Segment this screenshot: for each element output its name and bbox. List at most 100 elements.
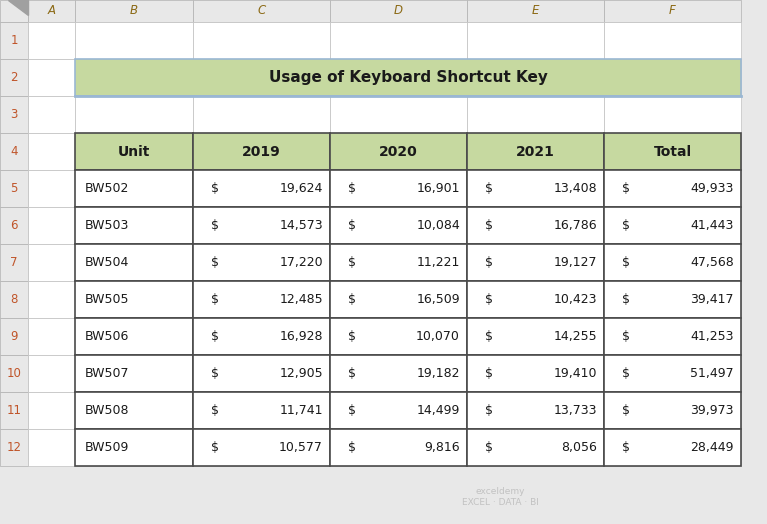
Text: 13,408: 13,408 [553, 182, 597, 195]
Text: $: $ [622, 219, 630, 232]
Text: BW507: BW507 [85, 367, 130, 380]
Bar [28, 170, 75, 207]
Text: 9: 9 [10, 330, 18, 343]
Text: 2019: 2019 [242, 145, 281, 158]
Bar [330, 281, 467, 318]
Bar [467, 355, 604, 392]
Bar [28, 0, 75, 22]
Bar [0, 133, 28, 170]
Bar [193, 281, 330, 318]
Bar [0, 207, 28, 244]
Text: exceldemy
EXCEL · DATA · BI: exceldemy EXCEL · DATA · BI [462, 487, 538, 507]
Bar [193, 355, 330, 392]
Bar [330, 318, 467, 355]
Text: $: $ [347, 441, 356, 454]
Bar [193, 244, 330, 281]
Bar [75, 0, 193, 22]
Text: 8: 8 [10, 293, 18, 306]
Text: 11,741: 11,741 [279, 404, 323, 417]
Text: 3: 3 [10, 108, 18, 121]
Bar [467, 207, 604, 244]
Bar [75, 281, 193, 318]
Text: $: $ [485, 293, 493, 306]
Text: $: $ [211, 219, 219, 232]
Bar [193, 281, 330, 318]
Text: 9,816: 9,816 [424, 441, 460, 454]
Bar [0, 22, 28, 59]
Bar [0, 318, 28, 355]
Bar [467, 207, 604, 244]
Text: $: $ [211, 293, 219, 306]
Bar [467, 281, 604, 318]
Text: 17,220: 17,220 [279, 256, 323, 269]
Text: 1: 1 [10, 34, 18, 47]
Bar [75, 244, 193, 281]
Bar [330, 0, 467, 22]
Text: $: $ [347, 330, 356, 343]
Text: $: $ [485, 182, 493, 195]
Text: 49,933: 49,933 [690, 182, 734, 195]
Text: 19,410: 19,410 [554, 367, 597, 380]
Bar [0, 170, 28, 207]
Text: 19,182: 19,182 [416, 367, 460, 380]
Bar [330, 59, 467, 96]
Bar [604, 133, 741, 170]
Bar [75, 244, 193, 281]
Bar [467, 170, 604, 207]
Bar [193, 170, 330, 207]
Bar [75, 207, 193, 244]
Bar [467, 318, 604, 355]
Bar [75, 207, 193, 244]
Text: 4: 4 [10, 145, 18, 158]
Text: 10: 10 [7, 367, 21, 380]
Bar [467, 22, 604, 59]
Bar [75, 170, 193, 207]
Bar [467, 170, 604, 207]
Text: Unit: Unit [118, 145, 150, 158]
Bar [604, 244, 741, 281]
Bar [604, 355, 741, 392]
Bar [604, 355, 741, 392]
Text: 12,905: 12,905 [279, 367, 323, 380]
Bar [330, 207, 467, 244]
Text: $: $ [211, 404, 219, 417]
Text: $: $ [347, 367, 356, 380]
Bar [75, 170, 193, 207]
Bar [330, 96, 467, 133]
Text: BW503: BW503 [85, 219, 130, 232]
Bar [0, 59, 28, 96]
Bar [467, 59, 604, 96]
Bar [193, 0, 330, 22]
Bar [28, 281, 75, 318]
Text: $: $ [622, 441, 630, 454]
Bar [0, 281, 28, 318]
Text: $: $ [622, 293, 630, 306]
Text: $: $ [211, 441, 219, 454]
Bar [75, 429, 193, 466]
Bar [467, 133, 604, 170]
Bar [75, 318, 193, 355]
Text: E: E [532, 5, 539, 17]
Text: 7: 7 [10, 256, 18, 269]
Text: $: $ [485, 441, 493, 454]
Bar [0, 96, 28, 133]
Text: 8,056: 8,056 [561, 441, 597, 454]
Text: $: $ [211, 330, 219, 343]
Bar [467, 133, 604, 170]
Bar [28, 355, 75, 392]
Text: 10,070: 10,070 [416, 330, 460, 343]
Text: 16,786: 16,786 [553, 219, 597, 232]
Bar [604, 281, 741, 318]
Text: Total: Total [653, 145, 692, 158]
Bar [0, 355, 28, 392]
Bar [467, 392, 604, 429]
Text: A: A [48, 5, 55, 17]
Bar [75, 392, 193, 429]
Bar [28, 96, 75, 133]
Bar [75, 355, 193, 392]
Bar [467, 355, 604, 392]
Text: 47,568: 47,568 [690, 256, 734, 269]
Text: 41,443: 41,443 [690, 219, 734, 232]
Text: $: $ [485, 404, 493, 417]
Bar [330, 281, 467, 318]
